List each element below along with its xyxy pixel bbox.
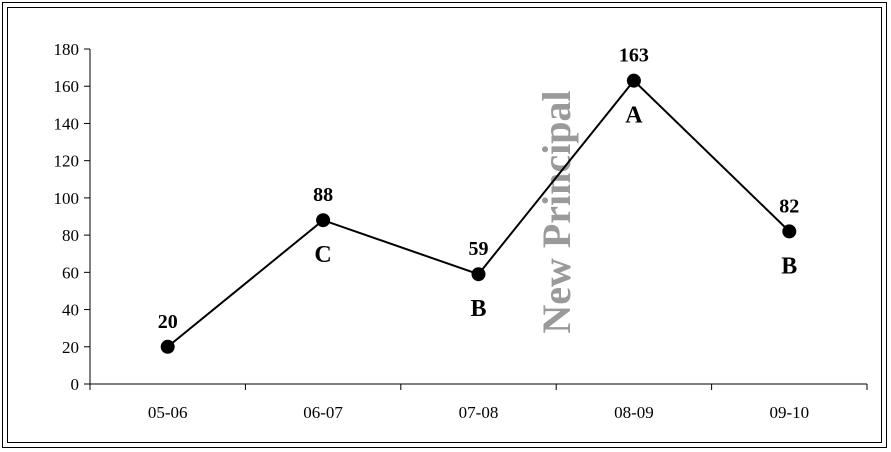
x-tick-label: 07-08: [459, 403, 499, 422]
x-tick-label: 09-10: [769, 403, 809, 422]
y-tick-label: 180: [54, 40, 80, 59]
y-tick-label: 140: [54, 114, 80, 133]
grade-label: B: [470, 296, 486, 322]
x-tick-label: 05-06: [148, 403, 188, 422]
data-label: 20: [158, 311, 178, 333]
data-label: 82: [779, 195, 799, 217]
y-axis: 0 20 40 60 80 100 120 140 160 180: [54, 40, 91, 394]
series-visits: 20 88 C 59 B 163 A 82 B: [158, 45, 799, 354]
y-tick-label: 20: [62, 338, 79, 357]
data-label: 163: [619, 45, 649, 67]
y-tick-label: 100: [54, 189, 80, 208]
data-label: 88: [313, 184, 333, 206]
y-tick-label: 80: [62, 226, 79, 245]
x-axis: 05-06 06-07 07-08 08-09 09-10: [89, 383, 868, 422]
grade-label: B: [781, 253, 797, 279]
data-point: [316, 213, 331, 228]
x-tick-label: 06-07: [303, 403, 343, 422]
y-tick-label: 60: [62, 263, 79, 282]
data-point: [782, 224, 797, 239]
data-label: 59: [469, 238, 489, 260]
data-point: [626, 73, 641, 88]
y-tick-label: 160: [54, 77, 80, 96]
y-tick-label: 40: [62, 301, 79, 320]
data-point: [160, 339, 175, 354]
chart-frame-inner: [7, 7, 882, 443]
y-tick-label: 120: [54, 152, 80, 171]
new-principal-annotation: New Principal: [534, 90, 579, 333]
grade-label: A: [625, 103, 643, 129]
grade-label: C: [314, 242, 331, 268]
x-tick-label: 08-09: [614, 403, 654, 422]
y-tick-label: 0: [71, 375, 80, 394]
data-point: [471, 267, 486, 282]
